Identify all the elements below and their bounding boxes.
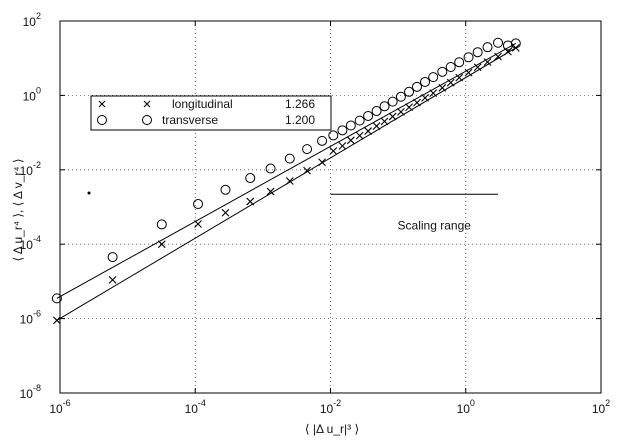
y-tick-label: 100 (23, 85, 41, 103)
point-transverse (482, 42, 493, 53)
point-transverse (193, 199, 204, 210)
point-transverse (387, 96, 398, 107)
point-longitudinal (438, 83, 447, 92)
x-tick-labels: 10-6 10-4 10-2 100 102 (49, 398, 610, 416)
point-longitudinal (397, 108, 405, 116)
point-transverse (245, 173, 256, 184)
point-longitudinal (421, 93, 429, 102)
point-transverse (428, 72, 439, 83)
point-transverse (404, 86, 415, 97)
point-longitudinal (303, 166, 311, 175)
y-tick-label: 10-2 (20, 160, 41, 178)
legend-marker-longitudinal-1 (98, 100, 106, 108)
point-transverse (337, 125, 348, 136)
legend-label-longitudinal: longitudinal (172, 97, 233, 111)
point-longitudinal (53, 316, 61, 325)
point-longitudinal (221, 208, 230, 217)
point-longitudinal (194, 220, 202, 228)
point-transverse (354, 115, 365, 126)
point-longitudinal (380, 117, 389, 126)
point-transverse (502, 40, 513, 51)
y-axis-label: ⟨ Δ u_r⁴ ⟩, ⟨ Δ v_r⁴ ⟩ (11, 158, 25, 261)
x-tick-label: 10-2 (320, 398, 341, 416)
legend-label-transverse: transverse (162, 113, 218, 127)
point-transverse (420, 76, 431, 87)
point-transverse (437, 66, 448, 77)
point-longitudinal (494, 52, 502, 61)
point-longitudinal (318, 158, 326, 167)
point-transverse (493, 37, 504, 48)
y-tick-labels: 10-8 10-6 10-4 10-2 100 102 (20, 11, 41, 401)
point-longitudinal (413, 98, 421, 107)
legend-slope-transverse: 1.200 (285, 113, 315, 127)
point-longitudinal (285, 177, 294, 185)
point-longitudinal (246, 197, 255, 206)
x-tick-label: 102 (592, 398, 610, 416)
point-transverse (220, 184, 231, 195)
point-transverse (454, 57, 465, 68)
point-transverse (302, 144, 313, 155)
point-transverse (395, 91, 406, 102)
point-longitudinal (372, 122, 381, 130)
point-longitudinal (473, 63, 482, 72)
point-longitudinal (108, 275, 117, 284)
point-longitudinal (455, 73, 464, 82)
point-longitudinal (446, 78, 455, 87)
x-tick-label: 100 (457, 398, 475, 416)
point-longitudinal (346, 136, 355, 145)
point-transverse (345, 120, 356, 131)
point-transverse (265, 163, 276, 174)
point-longitudinal (329, 147, 338, 155)
point-transverse (156, 219, 167, 230)
y-tick-label: 10-6 (20, 309, 41, 327)
fit-line-transverse (56, 42, 517, 299)
point-longitudinal (157, 240, 166, 249)
point-transverse (371, 106, 382, 117)
point-longitudinal (364, 127, 373, 135)
point-longitudinal (338, 141, 347, 150)
legend-slope-longitudinal: 1.266 (285, 97, 315, 111)
point-transverse (107, 252, 118, 263)
point-transverse (463, 52, 474, 63)
y-tick-label: 10-4 (20, 234, 41, 252)
legend-marker-transverse-2 (142, 115, 152, 125)
legend-box (90, 95, 332, 131)
point-transverse (51, 293, 62, 304)
legend: longitudinal 1.266 transverse 1.200 (90, 95, 332, 131)
point-transverse (328, 130, 339, 141)
point-transverse (284, 153, 295, 164)
legend-marker-transverse-1 (97, 115, 107, 125)
legend-marker-longitudinal-2 (143, 100, 151, 108)
x-tick-label: 10-6 (49, 398, 70, 416)
point-longitudinal (355, 131, 364, 140)
point-longitudinal (464, 68, 473, 77)
point-transverse (510, 38, 521, 49)
x-tick-label: 10-4 (185, 398, 206, 416)
point-transverse (379, 101, 390, 112)
axis-ticks (59, 20, 602, 394)
point-longitudinal (483, 58, 492, 66)
point-transverse (363, 110, 374, 121)
scaling-range-label: Scaling range (398, 218, 472, 232)
y-tick-label: 10-8 (20, 383, 41, 401)
point-transverse (445, 62, 456, 73)
point-longitudinal (388, 112, 397, 121)
point-longitudinal (266, 187, 275, 196)
x-axis-label: ⟨ |Δ u_r|³ ⟩ (305, 422, 359, 436)
point-transverse (317, 135, 328, 146)
y-tick-label: 102 (23, 11, 41, 29)
scaling-range-annotation: Scaling range (330, 193, 499, 232)
data-markers (51, 37, 521, 325)
point-transverse (411, 81, 422, 92)
stray-dot (87, 191, 91, 195)
point-transverse (472, 47, 483, 58)
point-longitudinal (405, 103, 413, 112)
point-longitudinal (429, 89, 438, 98)
